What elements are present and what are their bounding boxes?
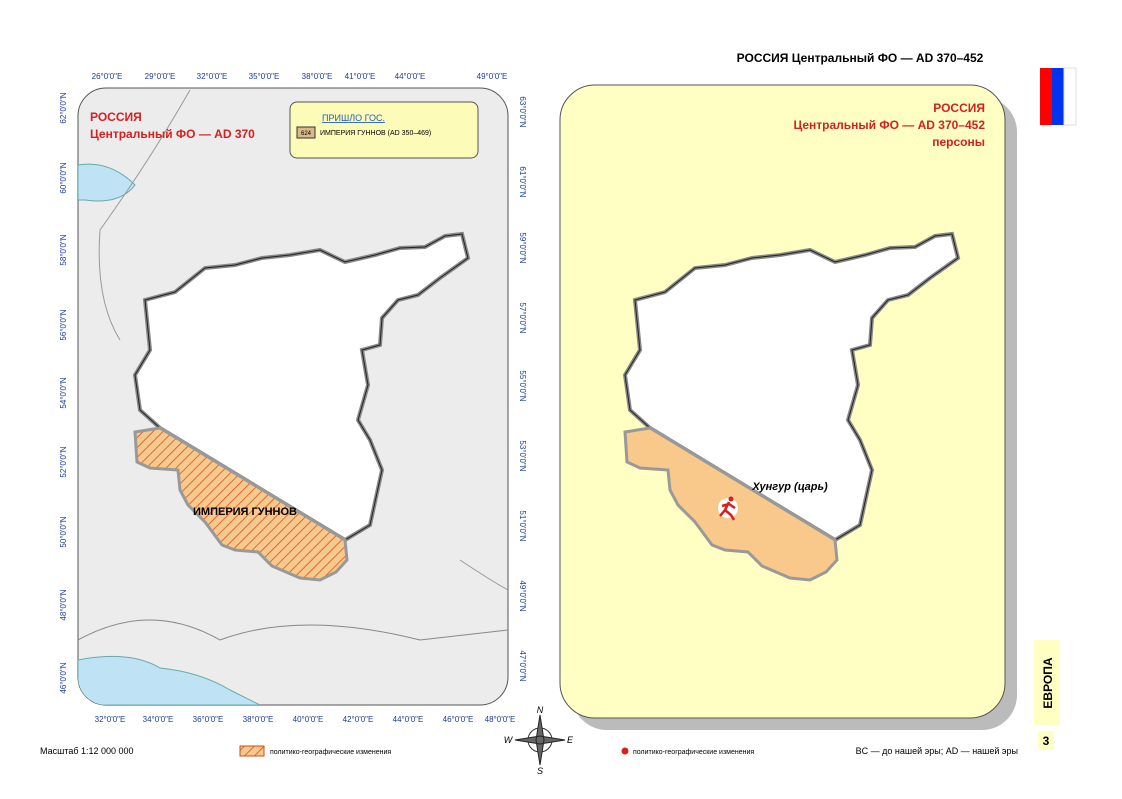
border	[78, 619, 508, 641]
graticule-label: 52°0'0"N	[59, 446, 68, 477]
legend-text: политико-географические изменения	[633, 749, 754, 756]
border	[459, 559, 508, 591]
graticule-label: 54°0'0"N	[59, 377, 68, 408]
graticule-label: 51°0'0"N	[518, 510, 527, 541]
graticule-label: 56°0'0"N	[59, 309, 68, 340]
graticule-label: 29°0'0"E	[145, 72, 176, 81]
graticule-label: 32°0'0"E	[197, 72, 228, 81]
graticule-label: 38°0'0"E	[302, 72, 333, 81]
water	[78, 163, 136, 202]
compass: N W E S	[504, 705, 574, 776]
graticule-label: 61°0'0"N	[518, 166, 527, 197]
graticule-label: 38°0'0"E	[243, 715, 274, 724]
flag-stripe	[1063, 67, 1077, 126]
graticule-label: 40°0'0"E	[293, 715, 324, 724]
graticule-label: 35°0'0"E	[249, 72, 280, 81]
graticule-labels: 26°0'0"E 29°0'0"E 32°0'0"E 35°0'0"E 38°0'0"E…	[59, 72, 527, 724]
graticule-label: 36°0'0"E	[193, 715, 224, 724]
section-label: ЕВРОПА	[1041, 657, 1055, 708]
graticule-label: 59°0'0"N	[518, 232, 527, 263]
legend-swatch	[296, 126, 316, 139]
graticule-label: 46°0'0"N	[59, 662, 68, 693]
water	[78, 655, 261, 705]
graticule-label: 63°0'0"N	[518, 96, 527, 127]
flag-stripe	[1040, 68, 1052, 125]
compass-letter: E	[567, 735, 574, 745]
legend-entry: ИМПЕРИЯ ГУННОВ (AD 350–469)	[320, 130, 431, 137]
graticule-label: 46°0'0"E	[443, 715, 474, 724]
graticule-label: 32°0'0"E	[95, 715, 126, 724]
graticule-label: 41°0'0"E	[345, 72, 376, 81]
graticule-label: 58°0'0"N	[59, 234, 68, 265]
compass-letter: N	[537, 705, 544, 715]
compass-letter: S	[537, 766, 543, 776]
graticule-label: 50°0'0"N	[59, 516, 68, 547]
page-tab	[1038, 731, 1054, 749]
legend-heading[interactable]: ПРИШЛО ГОС.	[322, 113, 385, 123]
graticule-label: 34°0'0"E	[143, 715, 174, 724]
legend-dot	[621, 747, 629, 755]
page-title: РОССИЯ Центральный ФО — AD 370–452	[737, 51, 984, 65]
map-title: РОССИЯ	[933, 101, 985, 115]
graticule-label: 42°0'0"E	[343, 715, 374, 724]
compass-letter: W	[504, 735, 514, 745]
person-icon	[718, 496, 738, 521]
scale: Масштаб 1:12 000 000	[40, 746, 134, 756]
graticule-label: 53°0'0"N	[518, 440, 527, 471]
graticule-label: 49°0'0"E	[477, 72, 508, 81]
graticule-label: 57°0'0"N	[518, 302, 527, 333]
legend-swatch	[239, 745, 265, 757]
graticule-label: 48°0'0"N	[59, 589, 68, 620]
graticule-label: 55°0'0"N	[518, 370, 527, 401]
person-label: Хунгур (царь)	[751, 481, 828, 493]
graticule-label: 44°0'0"E	[395, 72, 426, 81]
map-subtitle: Центральный ФО — AD 370–452	[793, 118, 985, 132]
map-subtitle: Центральный ФО — AD 370	[90, 127, 255, 141]
legend-text: политико-географические изменения	[270, 749, 391, 756]
page-number: 3	[1043, 734, 1050, 748]
legend-box	[289, 101, 479, 159]
era-note: BC — до нашей эры; AD — нашей эры	[856, 746, 1018, 756]
graticule-label: 48°0'0"E	[485, 715, 516, 724]
base-map	[78, 89, 508, 705]
graticule-label: 49°0'0"N	[518, 580, 527, 611]
region-label: ИМПЕРИЯ ГУННОВ	[193, 506, 297, 518]
graticule-label: 47°0'0"N	[518, 650, 527, 681]
legend-code: 624	[301, 131, 312, 137]
map-title: РОССИЯ	[90, 110, 142, 124]
graticule-label: 62°0'0"N	[59, 92, 68, 123]
section-tab	[1034, 640, 1060, 725]
flag-stripe	[1052, 68, 1064, 125]
graticule-label: 44°0'0"E	[393, 715, 424, 724]
graticule-label: 60°0'0"N	[59, 162, 68, 193]
map-caption: персоны	[932, 135, 985, 149]
graticule-label: 26°0'0"E	[92, 72, 123, 81]
border	[98, 89, 191, 341]
